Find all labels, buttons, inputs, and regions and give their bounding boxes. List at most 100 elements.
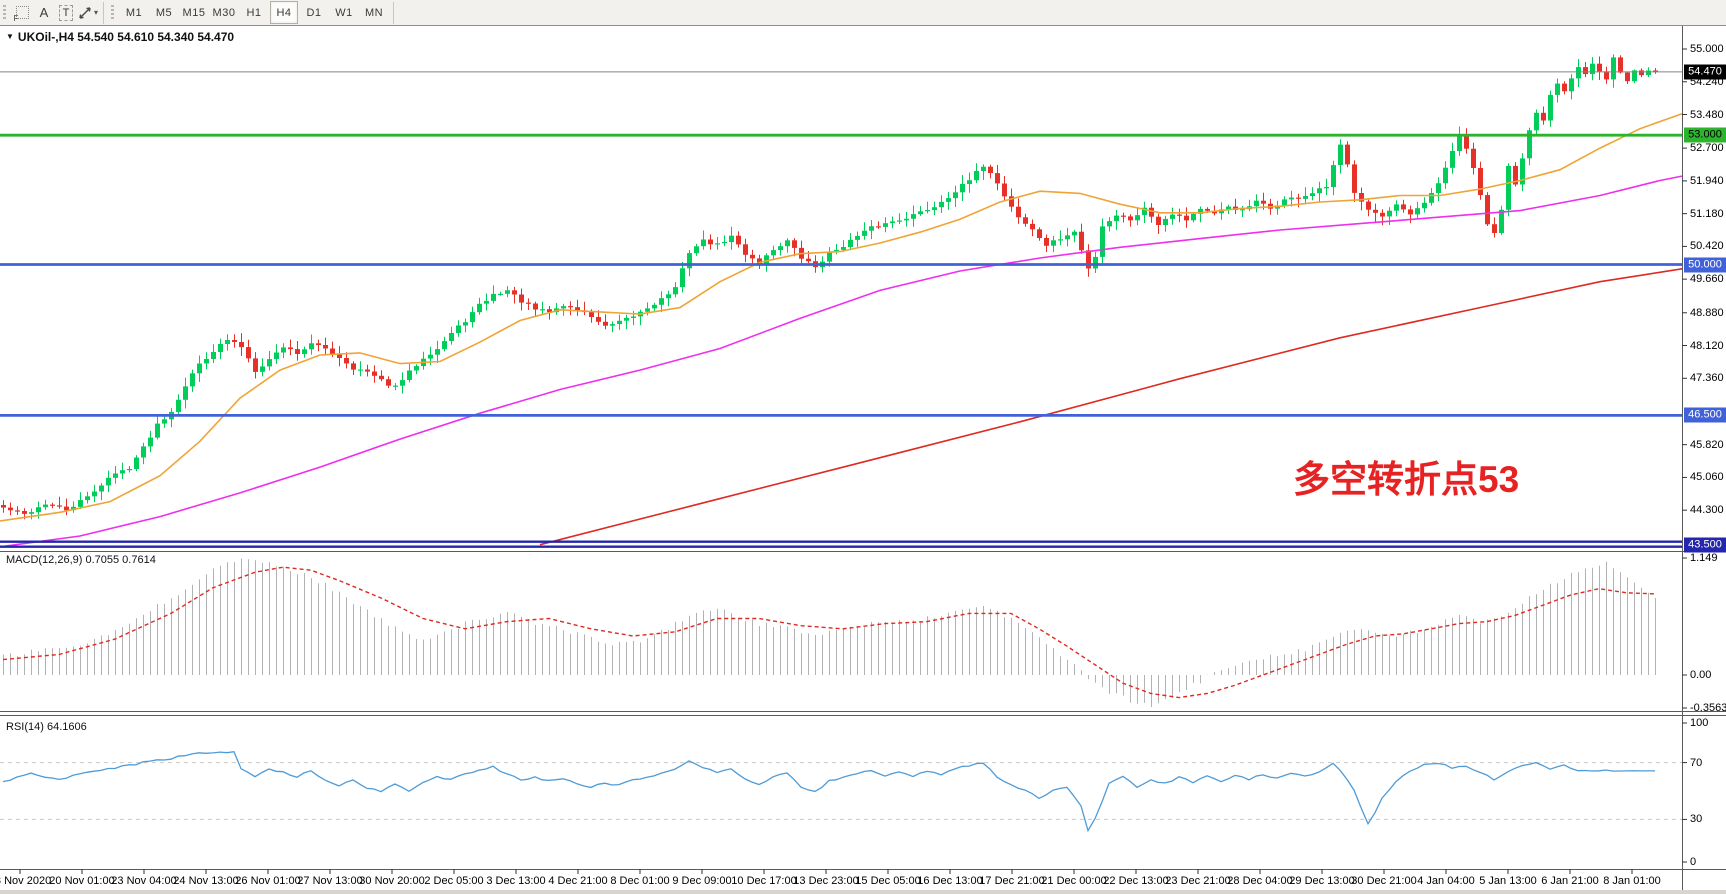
candle-body — [1394, 204, 1399, 211]
candle-body — [190, 373, 195, 387]
crosshair-grid-icon[interactable]: F — [11, 3, 33, 23]
candle-body — [120, 470, 125, 474]
price-tick-49.660: 49.660 — [1690, 273, 1724, 286]
arrows-tool-icon[interactable]: ▾ — [77, 3, 99, 23]
candle-body — [1219, 209, 1224, 214]
candle-body — [295, 349, 300, 354]
candle-body — [1436, 183, 1441, 193]
candle-body — [365, 369, 370, 372]
toolbar-separator — [103, 1, 104, 24]
timeframe-bar: M1 M5 M15 M30 H1 H4 D1 W1 MN — [119, 0, 389, 25]
candle-body — [981, 166, 986, 171]
candle-body — [463, 322, 468, 326]
candle-body — [680, 268, 685, 288]
chinese-annotation-text[interactable]: 多空转折点53 — [1293, 459, 1520, 500]
candle-body — [1107, 221, 1112, 227]
ma-fast-orange-line[interactable] — [0, 112, 1683, 522]
price-tick-48.120: 48.120 — [1690, 339, 1724, 352]
candle-body — [29, 512, 34, 514]
text-annotation-icon[interactable]: A — [39, 5, 49, 20]
price-tick-50.420: 50.420 — [1690, 240, 1724, 253]
collapse-triangle-icon[interactable]: ▼ — [6, 32, 14, 41]
date-label-1: 20 Nov 01:00 — [49, 875, 115, 887]
tf-button-m15[interactable]: M15 — [182, 6, 206, 19]
candle-body — [134, 457, 139, 469]
candle-body — [1198, 208, 1203, 214]
candle-body — [1037, 229, 1042, 238]
date-label-16: 17 Dec 21:00 — [979, 875, 1045, 887]
candle-body — [1345, 144, 1350, 165]
candle-body — [1002, 183, 1007, 197]
candle-body — [386, 379, 391, 386]
candle-body — [43, 504, 48, 508]
candle-body — [624, 317, 629, 321]
candle-body — [1653, 70, 1658, 72]
tf-button-w1[interactable]: W1 — [335, 6, 353, 19]
candle-body — [253, 358, 258, 372]
candle-body — [729, 235, 734, 243]
candle-body — [1, 505, 6, 508]
macd-tick-1.149: 1.149 — [1690, 552, 1718, 564]
price-tick-53.480: 53.480 — [1690, 108, 1724, 121]
ma-mid-magenta-line[interactable] — [0, 175, 1683, 548]
candle-body — [1163, 218, 1168, 225]
candle-body — [260, 366, 265, 372]
date-label-18: 22 Dec 13:00 — [1103, 875, 1169, 887]
ma-slow-red-line[interactable] — [539, 268, 1683, 546]
rsi-line — [2, 750, 1655, 833]
candle-body — [967, 180, 972, 184]
grid-glyph: F — [14, 6, 29, 23]
tf-button-h4[interactable]: H4 — [270, 1, 298, 24]
timeframe-grip[interactable] — [111, 4, 114, 21]
candle-body — [85, 496, 90, 501]
tf-button-h1[interactable]: H1 — [246, 6, 262, 19]
candle-body — [1618, 57, 1623, 73]
candle-body — [1170, 214, 1175, 219]
candle-body — [841, 247, 846, 250]
macd-tick-0.00: 0.00 — [1690, 669, 1712, 681]
candle-body — [904, 218, 909, 221]
candle-body — [876, 226, 881, 228]
candle-body — [1611, 57, 1616, 80]
dropdown-caret-icon: ▾ — [93, 8, 98, 17]
candle-body — [1639, 70, 1644, 76]
current-price-badge: 54.470 — [1684, 64, 1726, 80]
candle-body — [1478, 168, 1483, 196]
candle-body — [862, 230, 867, 236]
candle-body — [113, 473, 118, 478]
candle-body — [1205, 208, 1210, 211]
tf-button-m5[interactable]: M5 — [155, 6, 173, 19]
date-label-3: 24 Nov 13:00 — [173, 875, 239, 887]
candle-body — [1499, 209, 1504, 233]
candle-body — [1632, 70, 1637, 82]
candle-body — [64, 506, 69, 511]
date-label-13: 13 Dec 23:00 — [793, 875, 859, 887]
candle-body — [1135, 215, 1140, 221]
tf-button-mn[interactable]: MN — [364, 6, 384, 19]
candle-body — [645, 308, 650, 312]
candle-body — [1023, 217, 1028, 224]
candle-body — [316, 343, 321, 345]
tf-button-m30[interactable]: M30 — [212, 6, 236, 19]
candle-body — [526, 302, 531, 304]
candle-body — [477, 303, 482, 313]
tf-button-d1[interactable]: D1 — [306, 6, 322, 19]
candle-body — [1450, 151, 1455, 168]
price-tick-45.820: 45.820 — [1690, 438, 1724, 451]
candle-body — [330, 348, 335, 354]
candle-body — [771, 250, 776, 256]
tf-button-m1[interactable]: M1 — [125, 6, 143, 19]
candle-body — [218, 344, 223, 352]
candle-body — [393, 385, 398, 387]
toolbar-grip[interactable] — [3, 4, 6, 21]
candle-body — [1401, 204, 1406, 210]
candle-body — [743, 244, 748, 255]
candle-body — [631, 316, 636, 318]
candle-body — [918, 211, 923, 215]
candle-body — [1331, 165, 1336, 187]
candle-body — [974, 171, 979, 181]
textbox-tool-icon[interactable]: T — [55, 3, 77, 23]
candle-body — [225, 340, 230, 344]
candle-body — [1254, 200, 1259, 207]
